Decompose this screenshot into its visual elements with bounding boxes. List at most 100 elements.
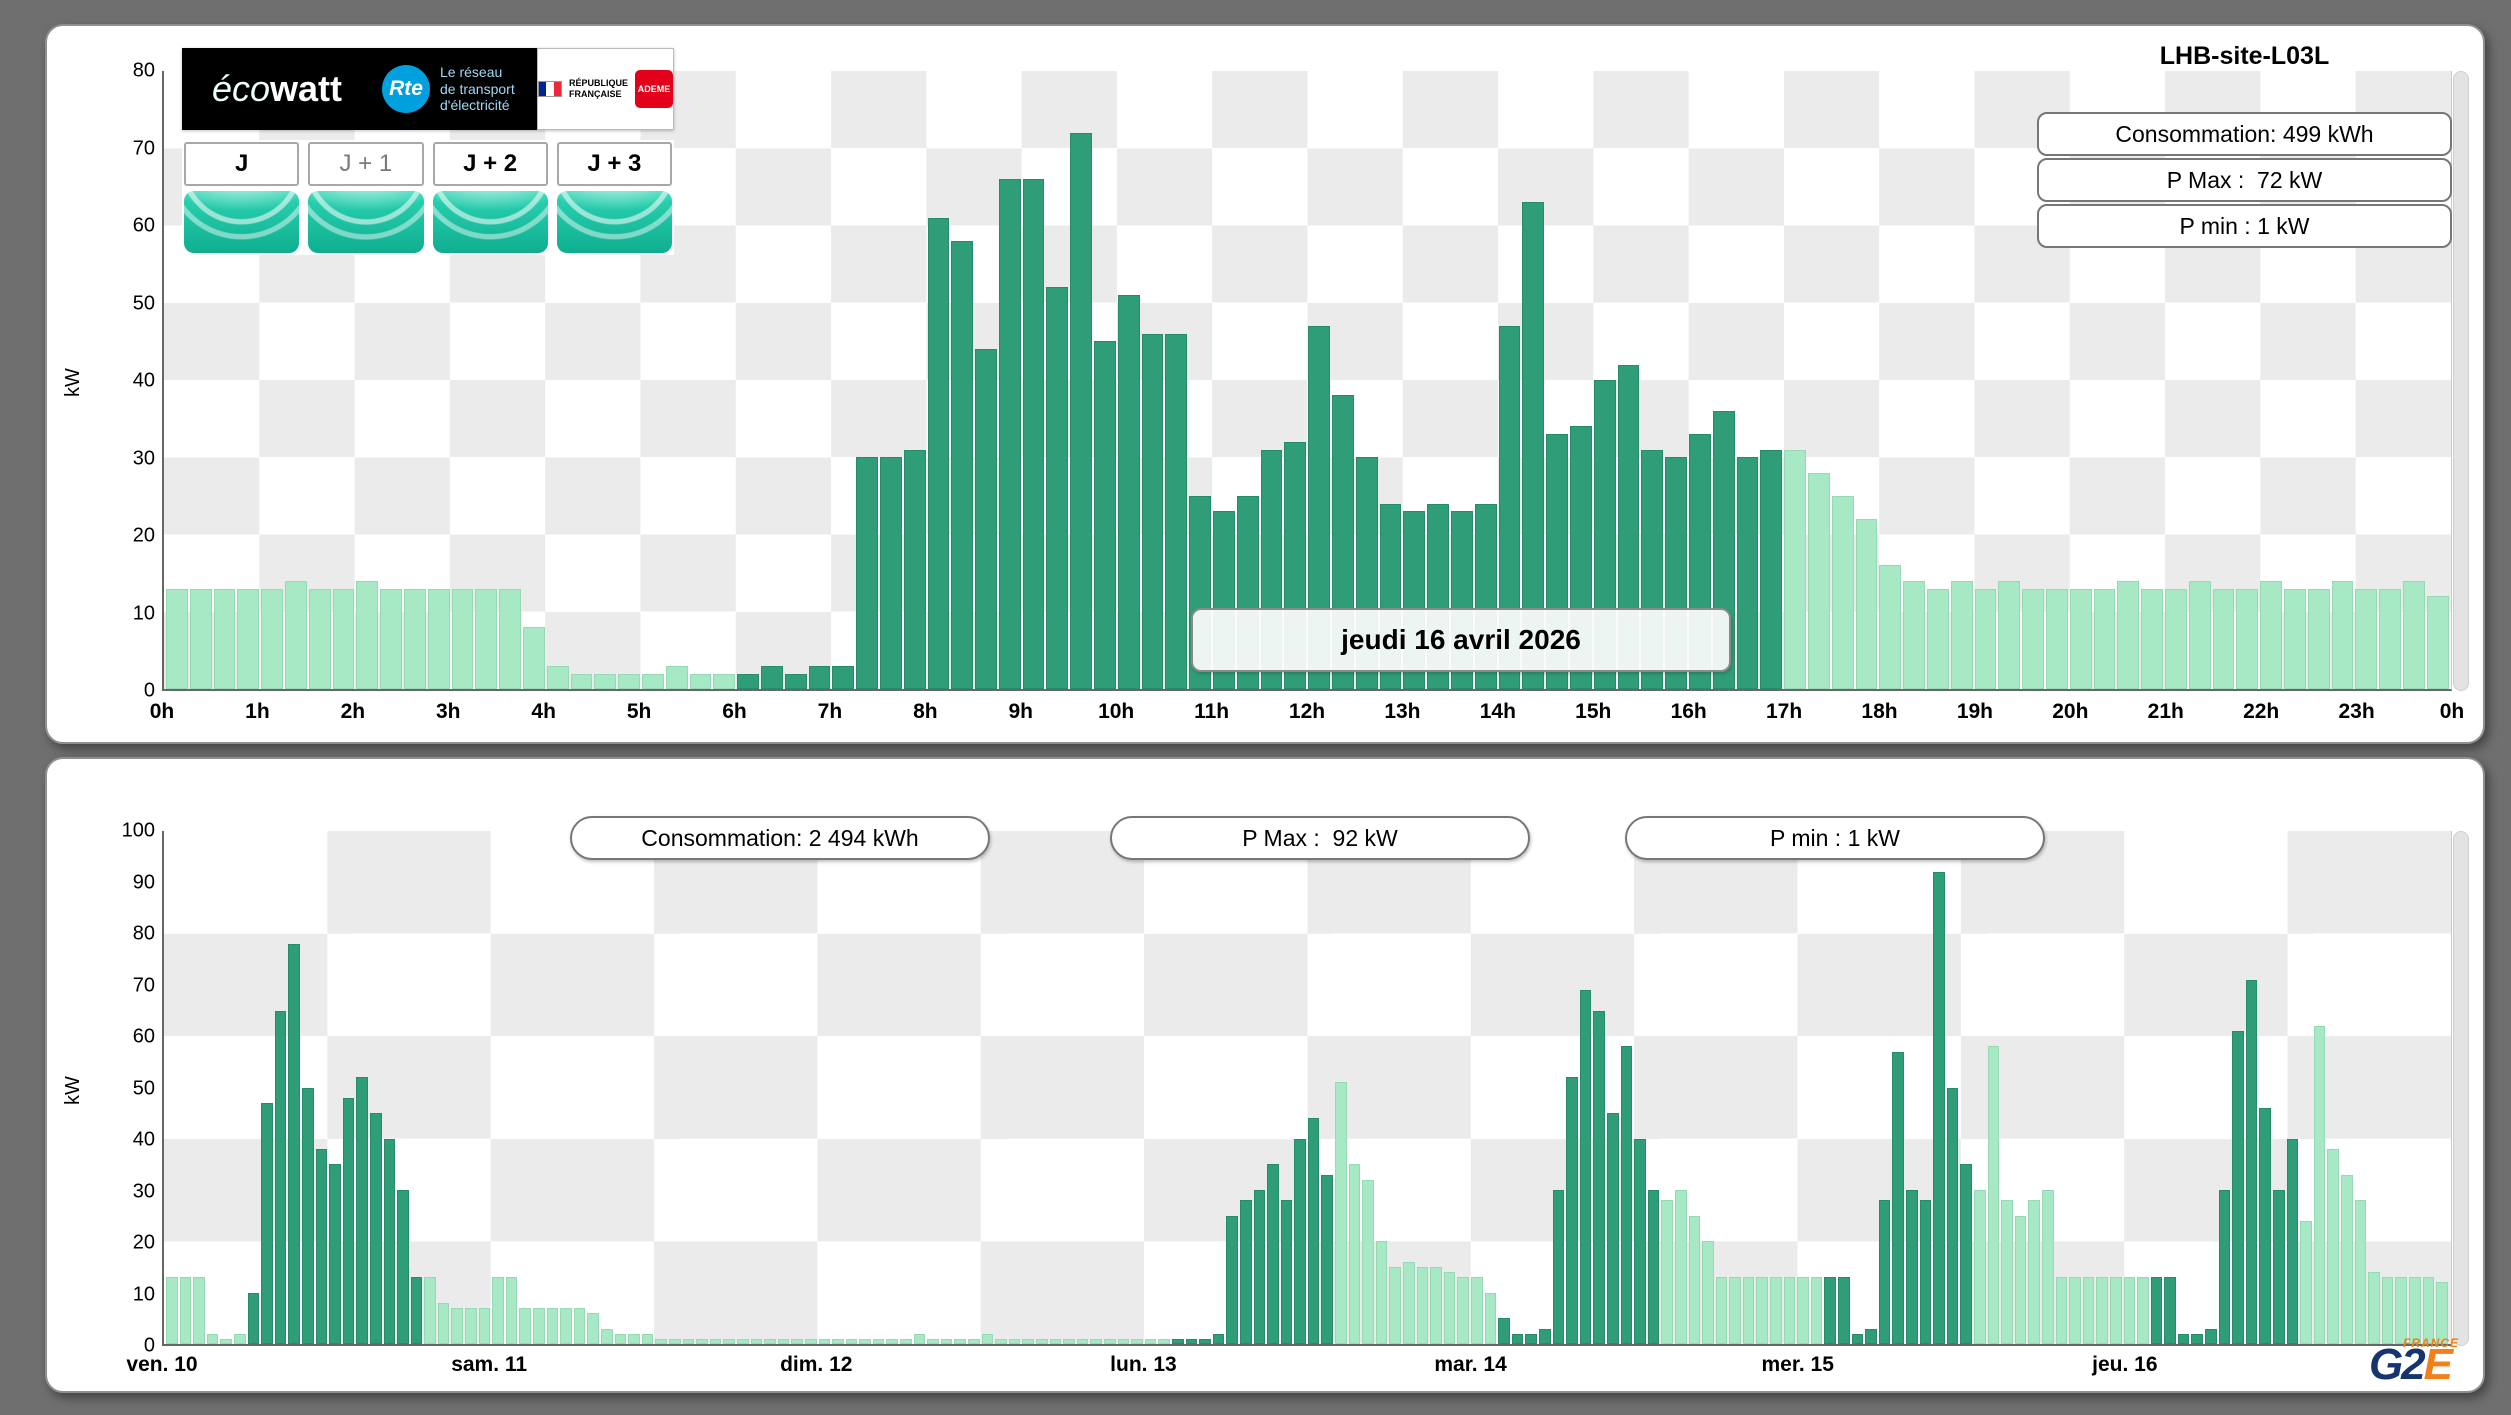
bar xyxy=(1141,333,1164,689)
bar xyxy=(1810,1277,1823,1344)
bar xyxy=(601,1328,613,1344)
bar xyxy=(764,1338,776,1344)
bar xyxy=(940,1338,953,1344)
bar xyxy=(1484,1292,1497,1344)
y-tick-label: 70 xyxy=(132,974,155,996)
g2e-logo-france: FRANCE xyxy=(2403,1336,2459,1350)
bar xyxy=(641,1333,654,1344)
y-tick-label: 80 xyxy=(132,59,155,82)
bar xyxy=(1239,1200,1252,1344)
bar xyxy=(1430,1267,1442,1344)
bar xyxy=(1933,872,1945,1344)
bar xyxy=(1974,588,1997,689)
bar xyxy=(1443,1272,1456,1344)
bar xyxy=(872,1338,885,1344)
x-tick-label: 1h xyxy=(245,700,270,723)
bar xyxy=(2260,580,2282,689)
bar xyxy=(628,1333,640,1344)
bar xyxy=(2313,1025,2326,1344)
bar xyxy=(2205,1328,2217,1344)
bar xyxy=(2355,588,2378,689)
bar xyxy=(233,1333,246,1344)
bar xyxy=(665,665,688,689)
forecast-tile-j3[interactable]: J + 3 xyxy=(556,142,672,253)
bar xyxy=(1076,1338,1089,1344)
x-tick-label: 5h xyxy=(626,700,652,723)
x-tick-label: sam. 11 xyxy=(451,1353,528,1376)
bar xyxy=(2141,588,2163,689)
bar xyxy=(1878,1200,1891,1344)
bar xyxy=(2331,580,2354,689)
weekly-bars xyxy=(164,831,2451,1344)
bar xyxy=(437,1302,450,1344)
forecast-tile-j2[interactable]: J + 2 xyxy=(432,142,548,253)
ecowatt-forecast-tiles: J J + 1 J + 2 J + 3 xyxy=(182,140,674,255)
bar xyxy=(804,1338,817,1344)
stat-consommation: Consommation: 2 494 kWh xyxy=(570,816,990,860)
stat-pmax: P Max : 92 kW xyxy=(1110,816,1530,860)
bar xyxy=(713,673,736,689)
bar xyxy=(301,1087,314,1344)
bar xyxy=(1879,565,1902,689)
ecowatt-logo-eco: éco xyxy=(211,68,271,109)
bar xyxy=(1094,341,1116,689)
bar xyxy=(2381,1277,2394,1344)
bar xyxy=(533,1308,545,1344)
y-axis: 0 10 20 30 40 50 60 70 80 xyxy=(105,60,155,702)
bar xyxy=(2001,1200,2013,1344)
bar xyxy=(1022,1338,1034,1344)
bar xyxy=(1903,580,1925,689)
bar xyxy=(784,673,807,689)
bar xyxy=(1579,990,1592,1344)
bar xyxy=(2137,1277,2149,1344)
bar xyxy=(998,179,1021,689)
y-tick-label: 80 xyxy=(132,922,155,945)
daily-consumption-panel: éco watt Rte Le réseau de transport d'éle… xyxy=(45,24,2485,744)
bar xyxy=(1389,1267,1402,1344)
bar xyxy=(465,1308,477,1344)
forecast-tile-j1[interactable]: J + 1 xyxy=(308,142,424,253)
bar xyxy=(451,588,474,689)
bar xyxy=(505,1277,518,1344)
bar xyxy=(1457,1277,1469,1344)
x-tick-label: 16h xyxy=(1670,700,1707,723)
x-tick-label: 20h xyxy=(2052,700,2089,723)
bar xyxy=(900,1338,912,1344)
bar xyxy=(206,1333,219,1344)
bar xyxy=(1294,1138,1306,1344)
scrollbar[interactable] xyxy=(2453,71,2469,691)
republique-francaise-label: RÉPUBLIQUE FRANÇAISE xyxy=(568,78,628,99)
bar xyxy=(369,1113,382,1344)
scrollbar[interactable] xyxy=(2453,831,2469,1346)
bar xyxy=(1253,1190,1266,1344)
ecowatt-logo-watt: watt xyxy=(270,68,343,109)
y-axis-unit: kW xyxy=(61,368,84,397)
bar xyxy=(193,1277,205,1344)
bar xyxy=(995,1338,1007,1344)
forecast-tile-j[interactable]: J xyxy=(184,142,300,253)
bar xyxy=(1321,1174,1334,1344)
bar xyxy=(1144,1338,1157,1344)
bar xyxy=(356,580,379,689)
bar xyxy=(859,1338,871,1344)
bar xyxy=(2232,1031,2244,1344)
y-axis: 0 10 20 30 40 50 60 70 80 90 100 xyxy=(105,820,155,1357)
bar xyxy=(1760,449,1783,689)
bar xyxy=(655,1338,667,1344)
bar xyxy=(845,1338,858,1344)
bar xyxy=(179,1277,192,1344)
bar xyxy=(1593,1010,1605,1344)
rte-logo-mark: Rte xyxy=(382,65,430,113)
bar xyxy=(424,1277,436,1344)
g2e-logo-e: E xyxy=(2423,1340,2453,1389)
bar xyxy=(410,1277,423,1344)
bar xyxy=(1362,1179,1374,1344)
y-tick-label: 10 xyxy=(132,602,155,624)
weekly-consumption-panel: Consommation: 2 494 kWh P Max : 92 kW P … xyxy=(45,757,2485,1393)
bar xyxy=(1783,1277,1796,1344)
y-tick-label: 20 xyxy=(132,524,155,547)
bar xyxy=(2245,979,2258,1344)
institutional-logos: RÉPUBLIQUE FRANÇAISE ADEME xyxy=(536,48,674,130)
bar xyxy=(1308,325,1331,689)
stat-pmin: P min : 1 kW xyxy=(1625,816,2045,860)
